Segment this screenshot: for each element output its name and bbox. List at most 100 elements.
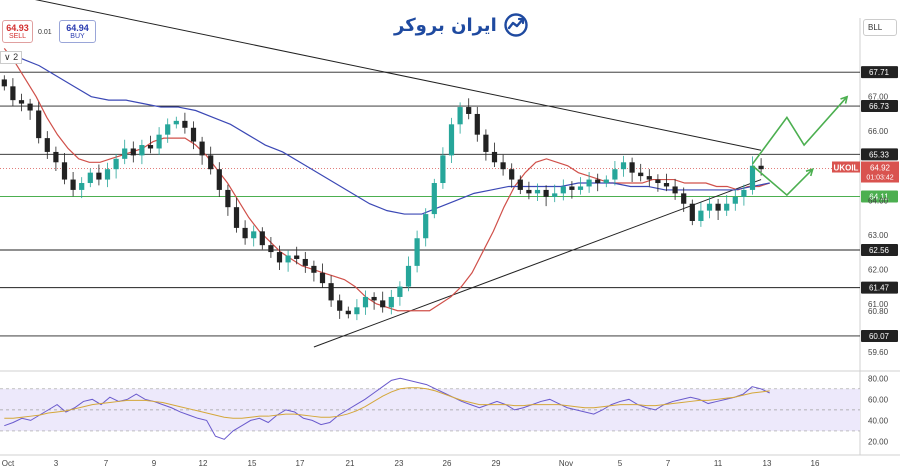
collapse-button[interactable]: ∨ 2 [0,51,23,64]
candle-body [448,124,455,156]
candle-body [10,86,16,101]
price-axis: 67.0066.0065.0064.0063.0062.0061.0060.80… [832,93,899,357]
candle-body [758,165,764,170]
moving-averages [3,47,770,312]
price-tick: 67.00 [868,93,889,102]
candle-body [337,300,343,311]
candle-body [79,183,85,190]
candle-body [534,189,541,194]
level-label: 61.47 [869,284,890,293]
candle-body [311,265,317,273]
candle-body [397,286,403,297]
candle-body [268,245,274,253]
candle-body [319,272,326,284]
candle-body [345,310,351,315]
time-tick: 17 [296,459,305,468]
candle-body [173,120,179,125]
candle-body [328,283,334,301]
rsi-panel: 80.00 60.00 40.00 20.00 [0,374,889,446]
time-tick: 26 [443,459,452,468]
price-tick: 64.00 [868,196,889,205]
level-label-box [861,243,898,256]
candle-body [655,179,661,184]
candle-body [552,193,558,197]
candle-body [225,189,231,208]
level-label: 62.56 [869,246,890,255]
level-label-box [861,190,898,203]
candle-body [543,189,549,197]
time-tick: 21 [346,459,355,468]
time-tick: Oct [2,459,15,468]
candle-body [44,138,50,152]
candle-body [96,172,102,180]
projection-up-arrow [751,96,848,165]
projection-up-arrow-head [840,95,849,104]
candle-body [620,162,627,170]
candle-body [190,127,197,142]
candle-body [560,186,566,194]
price-tick: 61.00 [868,300,889,309]
rsi-tick: 20.00 [868,437,889,446]
candle-body [147,145,154,149]
candle-body [27,103,33,111]
time-tick: 29 [492,459,501,468]
horizontal-levels: 67.71 66.73 65.33 64.11 62.56 61.47 60.07 [0,66,898,342]
candle-body [577,186,584,190]
last-price-tag [861,161,899,183]
level-label-box [861,148,898,161]
time-axis: Oct 3 7 9 12 15 17 21 23 26 29 Nov 5 7 11 13 16 [2,459,820,468]
candle-body [165,124,171,135]
sell-price: 64.93 [6,23,29,33]
candle-body [216,169,222,190]
candle-body [294,255,300,259]
candle-body [139,145,145,156]
rsi-ma-line [4,387,770,419]
rsi-line [4,377,770,440]
level-label: 67.71 [869,68,890,77]
time-tick: 7 [104,459,109,468]
level-label-box [861,281,898,294]
candle-body [276,252,283,263]
price-tick: 60.80 [868,307,889,316]
candle-body [122,148,128,159]
level-label: 65.33 [869,150,890,159]
candle-body [732,196,738,204]
candle-body [509,169,515,180]
candle-body [517,179,523,190]
candle-body [526,189,532,194]
time-tick: 5 [618,459,623,468]
time-tick: 7 [666,459,671,468]
candle-body [251,231,257,239]
candles [1,75,764,321]
symbol-box[interactable]: BLL [863,19,897,36]
candle-body [586,179,592,187]
candle-body [724,203,730,211]
candle-body [242,227,248,239]
candle-body [569,186,575,190]
ma-fast-line [3,47,770,312]
candle-body [457,107,463,125]
candle-body [233,207,240,228]
projection-down-arrow [751,165,814,197]
level-label: 64.11 [869,192,889,201]
candle-body [1,79,7,87]
trendlines [35,0,762,348]
candle-body [491,151,498,163]
level-label-box [861,100,898,113]
level-label-box [861,66,898,79]
time-tick: 13 [763,459,772,468]
candle-body [130,148,136,156]
trendline [35,0,762,151]
candle-body [371,296,377,301]
time-tick: 16 [811,459,820,468]
candle-body [715,203,721,211]
buy-price: 64.94 [66,23,89,33]
buy-button[interactable]: 64.94 BUY [59,20,96,43]
candle-body [380,300,386,308]
level-label-box [861,329,898,342]
time-tick: 11 [714,459,723,468]
candle-body [672,186,678,194]
candle-body [113,158,119,170]
sell-button[interactable]: 64.93 SELL [2,20,33,43]
